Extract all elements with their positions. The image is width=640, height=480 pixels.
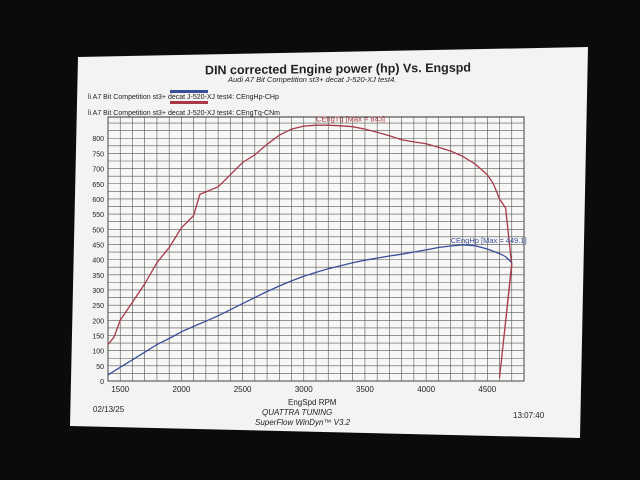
y-tick-label: 550 [92, 212, 104, 219]
y-tick-label: 400 [92, 258, 104, 265]
y-tick-label: 700 [92, 167, 104, 174]
x-tick-label: 4000 [417, 385, 435, 394]
x-tick-label: 2500 [234, 385, 252, 394]
x-tick-label: 4500 [478, 385, 496, 394]
legend-swatch-hp [170, 90, 208, 93]
y-tick-label: 600 [92, 197, 104, 204]
x-tick-label: 3000 [295, 385, 313, 394]
series-line-cenghp [107, 244, 513, 376]
series-line-ceng-tq-tail [498, 262, 513, 379]
x-tick-label: 2000 [173, 385, 191, 394]
x-tick-label: 3500 [356, 385, 374, 394]
y-tick-label: 150 [92, 333, 104, 340]
software-name: SuperFlow WinDyn™ V3.2 [255, 418, 351, 427]
y-tick-label: 650 [92, 182, 104, 189]
y-tick-label: 500 [92, 227, 104, 234]
y-tick-label: 250 [92, 303, 104, 310]
chart-subtitle: Audi A7 Bit Competition st3+ decat J-520… [228, 75, 397, 84]
legend-item-hp: li A7 Bit Competition st3+ decat J-520-X… [88, 94, 279, 101]
y-tick-label: 100 [92, 349, 104, 356]
y-tick-label: 300 [92, 288, 104, 295]
y-tick-label: 350 [92, 273, 104, 280]
series-annotation: CEngTq [Max = 843] [316, 115, 385, 124]
chart-plot-area: 0 50 100 150 200 250 300 350 400 450 500 550 600 650 7… [92, 90, 527, 394]
y-tick-label: 0 [100, 379, 104, 386]
x-axis-label: EngSpd RPM [288, 398, 337, 407]
brand-name: QUATTRA TUNING [262, 408, 333, 417]
print-date: 02/13/25 [93, 405, 125, 414]
x-tick-label: 1500 [111, 385, 129, 394]
y-tick-label: 450 [92, 242, 104, 249]
series-line-cengtq [107, 124, 513, 346]
y-tick-label: 750 [92, 151, 104, 158]
legend-item-tq: li A7 Bit Competition st3+ decat J-520-X… [88, 110, 280, 117]
y-tick-label: 800 [92, 136, 104, 143]
y-tick-label: 200 [92, 318, 104, 325]
series-annotation: CEngHp [Max = 449.1] [451, 236, 527, 245]
legend-swatch-tq [170, 101, 208, 104]
print-time: 13:07:40 [513, 411, 545, 420]
y-tick-label: 50 [96, 364, 104, 371]
